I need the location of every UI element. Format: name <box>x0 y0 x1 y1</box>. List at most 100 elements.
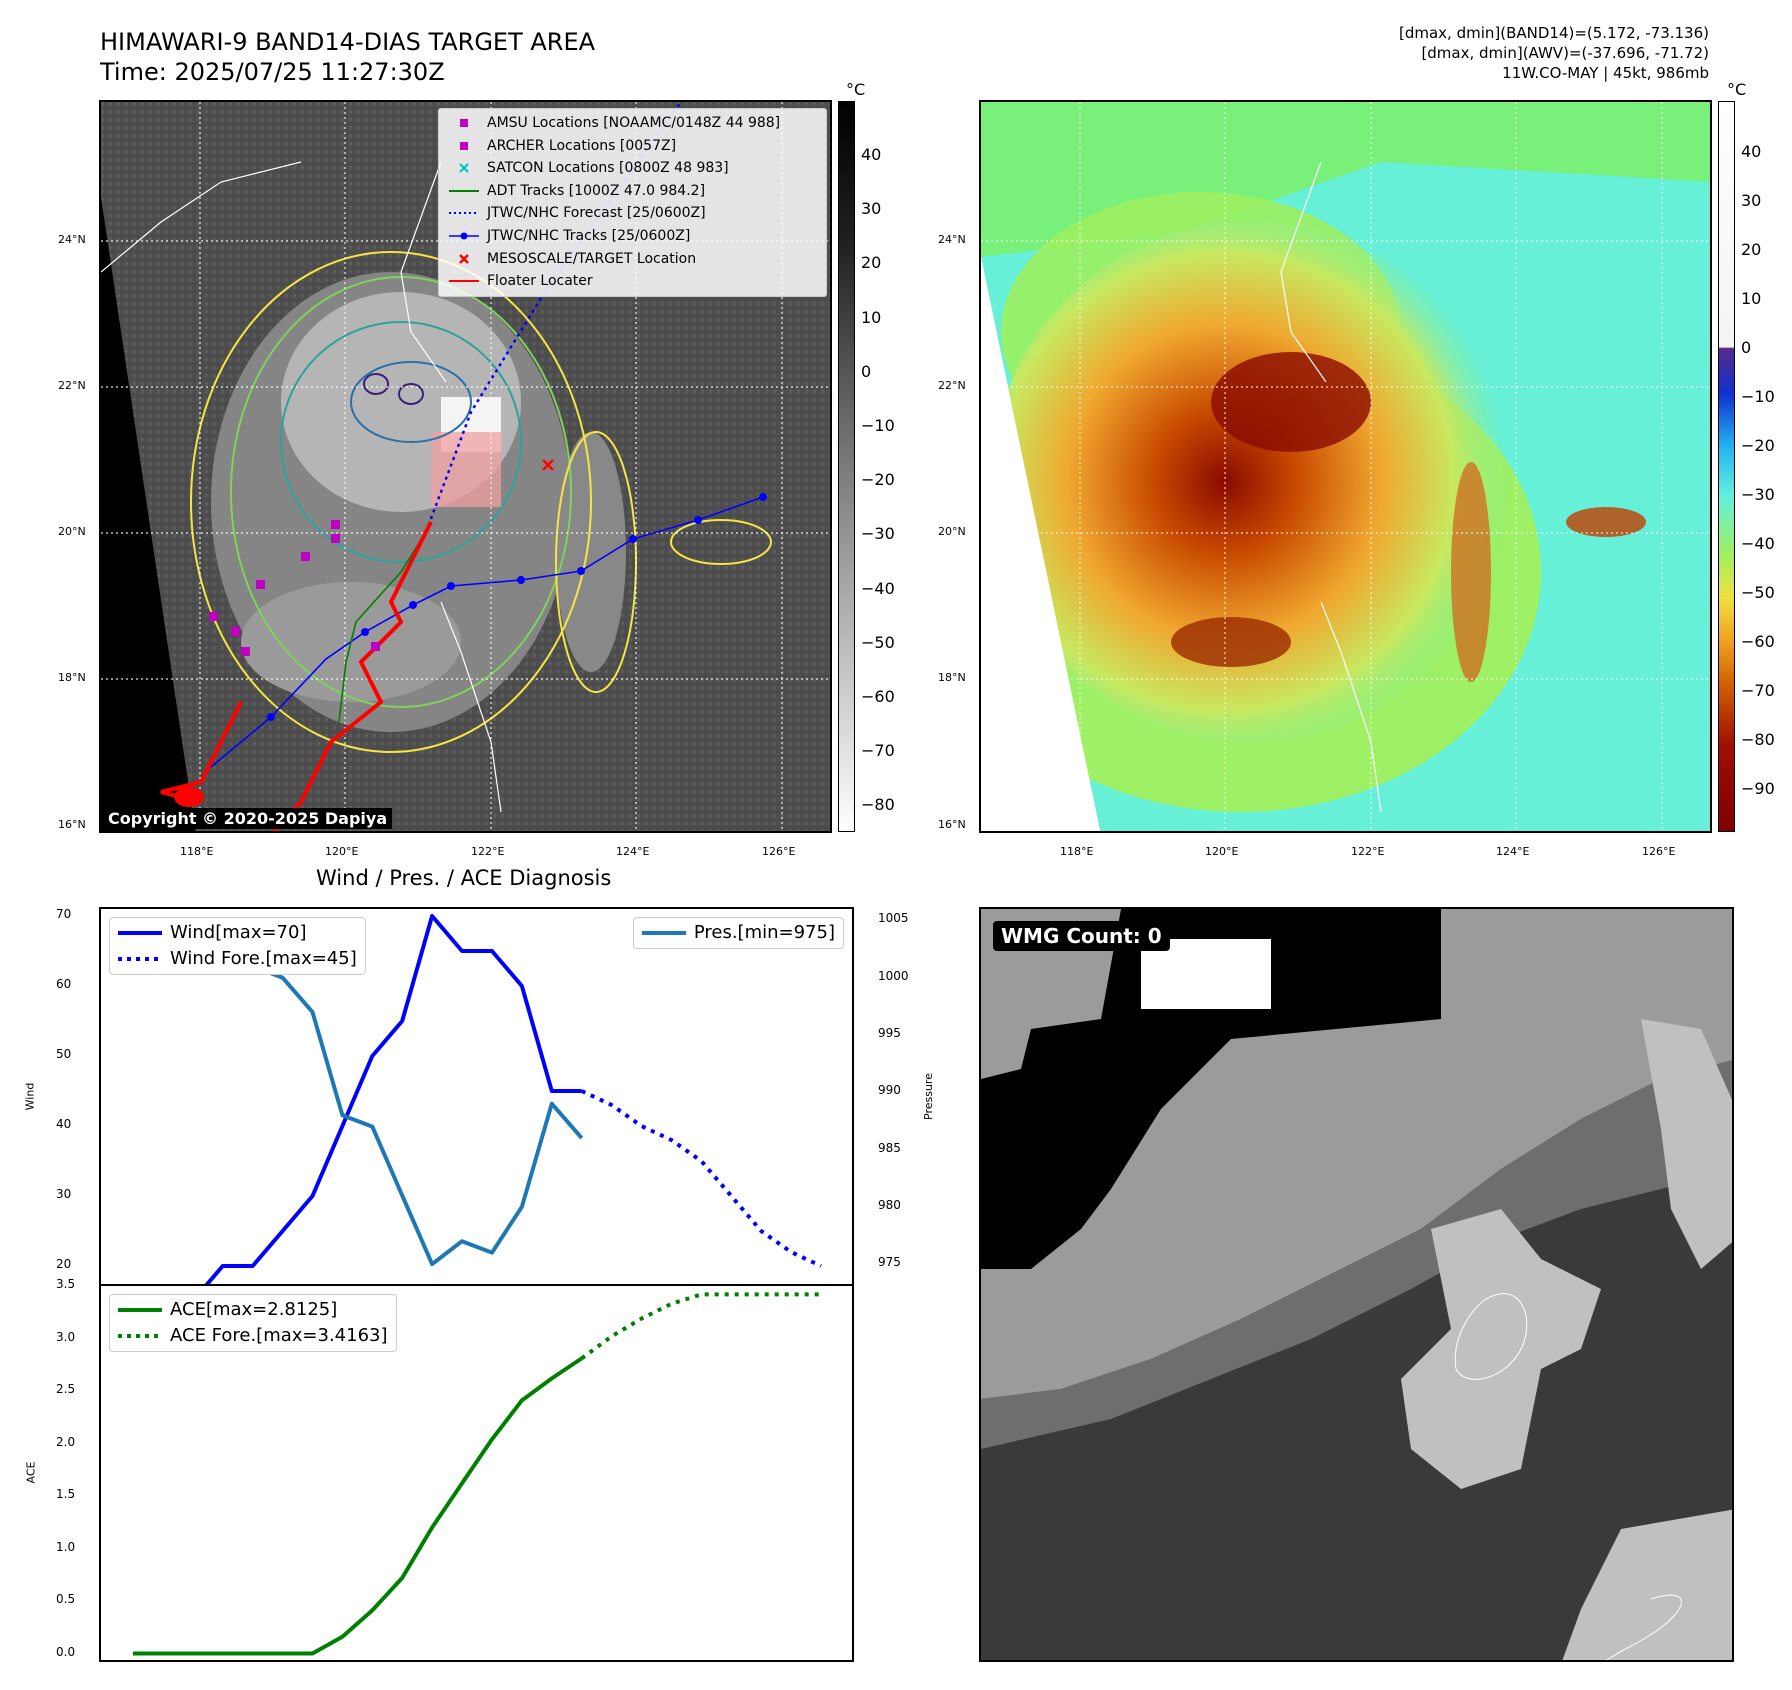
awv-stats: [dmax, dmin](AWV)=(-37.696, -71.72) <box>1421 44 1709 62</box>
legend-item-target: MESOSCALE/TARGET Location <box>439 248 826 271</box>
y2-tick-label: 980 <box>878 1197 901 1212</box>
legend-line-icon <box>118 1297 162 1323</box>
colorbar-unit: °C <box>1727 80 1747 99</box>
legend-label: Wind[max=70] <box>170 922 307 943</box>
lat-label: 22°N <box>938 379 966 392</box>
ace-legend: ACE[max=2.8125] ACE Fore.[max=3.4163] <box>109 1294 397 1352</box>
y2-tick-label: 985 <box>878 1140 901 1155</box>
colorbar-tick-label: 40 <box>1741 142 1762 161</box>
colorbar-tick-label: −30 <box>861 524 895 544</box>
colorbar-tick-label: −10 <box>1741 387 1775 406</box>
colorbar-tick-label: −50 <box>861 632 895 652</box>
legend-label: JTWC/NHC Tracks [25/0600Z] <box>487 227 691 244</box>
colorbar-tick-label: −40 <box>861 578 895 598</box>
grayscale-colorbar <box>838 101 855 832</box>
lat-label: 20°N <box>938 525 966 538</box>
wind-legend: Wind[max=70] Wind Fore.[max=45] <box>109 917 366 975</box>
lat-label: 16°N <box>938 818 966 831</box>
colorbar-tick-label: −20 <box>1741 436 1775 455</box>
colorbar-tick-label: −40 <box>1741 534 1775 553</box>
legend-label: Wind Fore.[max=45] <box>170 948 357 969</box>
y2-tick-label: 975 <box>878 1255 901 1270</box>
lat-label: 24°N <box>938 233 966 246</box>
copyright-label: Copyright © 2020-2025 Dapiya <box>103 808 393 829</box>
legend-line-icon <box>641 920 686 946</box>
y-tick-label: 60 <box>56 977 72 991</box>
lon-label: 122°E <box>471 845 505 858</box>
colorbar-unit: °C <box>846 80 866 99</box>
legend-x-icon <box>449 157 479 180</box>
diagnosis-title: Wind / Pres. / ACE Diagnosis <box>316 866 612 890</box>
y-tick-label: 40 <box>56 1117 72 1131</box>
y-tick-label: 30 <box>56 1187 72 1201</box>
legend-label: ACE[max=2.8125] <box>170 1299 338 1320</box>
lon-label: 120°E <box>1205 845 1239 858</box>
chart-title: HIMAWARI-9 BAND14-DIAS TARGET AREA <box>100 28 596 56</box>
legend-item-satcon: SATCON Locations [0800Z 48 983] <box>439 157 826 180</box>
legend-line-icon <box>449 270 479 293</box>
lat-label: 18°N <box>58 671 86 684</box>
storm-info: 11W.CO-MAY | 45kt, 986mb <box>1502 64 1709 82</box>
y-tick-label: 1.5 <box>56 1487 76 1501</box>
wmg-count-badge: WMG Count: 0 <box>993 921 1170 951</box>
legend-item-ace: ACE[max=2.8125] <box>110 1297 396 1323</box>
y-tick-label: 1.0 <box>56 1539 76 1554</box>
legend-label: MESOSCALE/TARGET Location <box>487 250 697 267</box>
chart-time: Time: 2025/07/25 11:27:30Z <box>100 58 445 86</box>
y-tick-label: 0.0 <box>56 1644 76 1659</box>
colorbar-tick-label: −70 <box>1741 681 1775 700</box>
legend-x-icon <box>449 248 479 271</box>
legend-line-icon <box>118 920 162 946</box>
map-legend: AMSU Locations [NOAAMC/0148Z 44 988] ARC… <box>438 108 827 297</box>
awv-map-image <box>981 102 1710 831</box>
awv-colorbar <box>1718 101 1735 832</box>
band14-stats: [dmax, dmin](BAND14)=(5.172, -73.136) <box>1398 24 1709 42</box>
colorbar-tick-label: −80 <box>1741 730 1775 749</box>
series-line-0 <box>133 1356 583 1656</box>
colorbar-tick-label: −80 <box>861 795 895 815</box>
y-tick-label: 20 <box>56 1257 72 1271</box>
legend-label: ACE Fore.[max=3.4163] <box>170 1325 388 1346</box>
legend-item-adt: ADT Tracks [1000Z 47.0 984.2] <box>439 180 826 203</box>
lat-label: 20°N <box>58 525 86 538</box>
colorbar-tick-label: 10 <box>1741 289 1762 308</box>
lon-label: 126°E <box>1642 845 1676 858</box>
legend-item-amsu: AMSU Locations [NOAAMC/0148Z 44 988] <box>439 112 826 135</box>
colorbar-tick-label: −60 <box>861 687 895 706</box>
colorbar-tick-label: −10 <box>861 416 895 435</box>
legend-item-floater: Floater Locater <box>439 270 826 293</box>
lat-label: 24°N <box>58 233 86 246</box>
ace-chart: ACE[max=2.8125] ACE Fore.[max=3.4163] <box>99 1284 854 1662</box>
legend-square-icon <box>449 112 479 135</box>
y-tick-label: 2.0 <box>56 1434 76 1449</box>
colorbar-tick-label: 30 <box>861 199 882 219</box>
lat-label: 22°N <box>58 379 86 392</box>
y2-tick-label: 995 <box>878 1026 901 1040</box>
y-tick-label: 70 <box>56 907 72 921</box>
y2-tick-label: 1005 <box>878 911 909 926</box>
colorbar-tick-label: 30 <box>1741 191 1762 210</box>
legend-label: ARCHER Locations [0057Z] <box>487 137 677 154</box>
ace-plot <box>133 1292 821 1656</box>
lon-label: 120°E <box>325 845 359 858</box>
legend-item-ace-forecast: ACE Fore.[max=3.4163] <box>110 1323 396 1349</box>
colorbar-tick-label: −90 <box>1741 779 1775 798</box>
wind-pressure-chart: Wind[max=70] Wind Fore.[max=45] Pres.[mi… <box>99 907 854 1285</box>
legend-item-pressure: Pres.[min=975] <box>634 920 843 946</box>
lon-label: 122°E <box>1351 845 1385 858</box>
legend-label: JTWC/NHC Forecast [25/0600Z] <box>487 205 706 222</box>
colorbar-tick-label: −70 <box>861 741 895 761</box>
pressure-legend: Pres.[min=975] <box>632 917 844 949</box>
legend-dotted-line-icon <box>118 1323 162 1349</box>
ir-map-panel: AMSU Locations [NOAAMC/0148Z 44 988] ARC… <box>99 100 832 833</box>
pressure-axis-label: Pressure <box>921 1073 935 1120</box>
y-tick-label: 2.5 <box>56 1382 76 1396</box>
lat-label: 18°N <box>938 671 966 684</box>
y2-tick-label: 990 <box>878 1083 901 1098</box>
colorbar-tick-label: 10 <box>861 307 882 327</box>
y-tick-label: 3.0 <box>56 1329 76 1344</box>
wmg-panel: WMG Count: 0 <box>979 907 1734 1662</box>
series-line-1 <box>580 1292 821 1361</box>
colorbar-tick-label: 20 <box>1741 240 1762 259</box>
colorbar-tick-label: −30 <box>1741 485 1775 504</box>
